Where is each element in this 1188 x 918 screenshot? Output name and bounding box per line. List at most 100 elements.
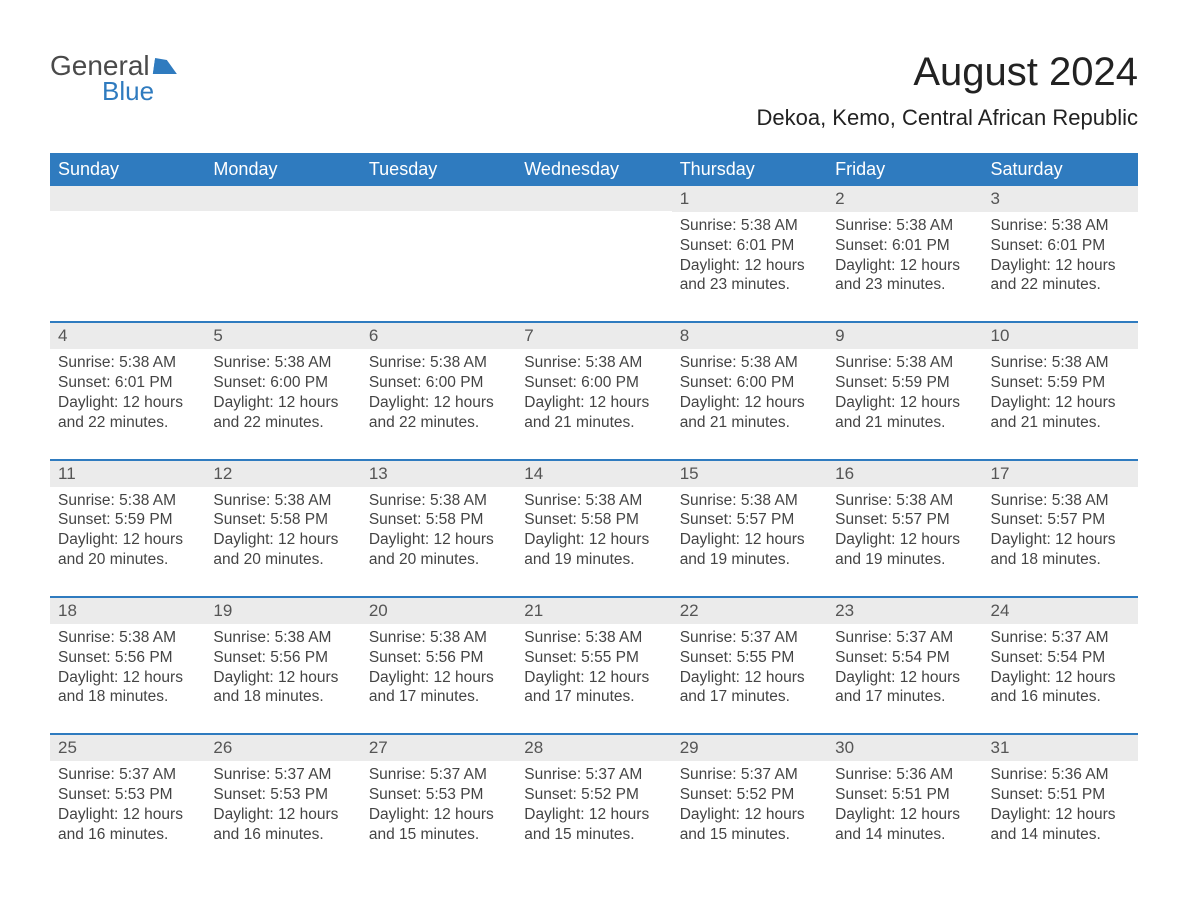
daylight-label: Daylight: xyxy=(524,394,589,411)
sunset-value: 5:59 PM xyxy=(115,511,173,528)
daylight-label: Daylight: xyxy=(680,394,745,411)
day-details: Sunrise: 5:37 AMSunset: 5:54 PMDaylight:… xyxy=(827,624,982,733)
day-details: Sunrise: 5:38 AM Sunset: 6:00 PMDaylight:… xyxy=(361,349,516,458)
daylight-line: Daylight: 12 hours and 19 minutes. xyxy=(524,530,663,570)
daylight-line: Daylight: 12 hours and 17 minutes. xyxy=(835,668,974,708)
sunrise-value: 5:38 AM xyxy=(896,492,953,509)
day-number: 24 xyxy=(983,598,1138,624)
location-subtitle: Dekoa, Kemo, Central African Republic xyxy=(756,105,1138,131)
day-details: Sunrise: 5:38 AMSunset: 5:56 PMDaylight:… xyxy=(361,624,516,733)
sunset-line: Sunset: 5:57 PM xyxy=(680,510,819,530)
daylight-label: Daylight: xyxy=(680,806,745,823)
calendar-day-cell: 31Sunrise: 5:36 AMSunset: 5:51 PMDayligh… xyxy=(983,734,1138,870)
sunset-value: 6:00 PM xyxy=(737,374,795,391)
daylight-line: Daylight: 12 hours and 16 minutes. xyxy=(58,805,197,845)
calendar-day-cell: 21Sunrise: 5:38 AMSunset: 5:55 PMDayligh… xyxy=(516,597,671,734)
daylight-line: Daylight: 12 hours and 16 minutes. xyxy=(213,805,352,845)
sunset-value: 5:51 PM xyxy=(892,786,950,803)
daylight-label: Daylight: xyxy=(58,669,123,686)
daylight-label: Daylight: xyxy=(58,531,123,548)
calendar-day-cell: 28Sunrise: 5:37 AMSunset: 5:52 PMDayligh… xyxy=(516,734,671,870)
daylight-line: Daylight: 12 hours and 20 minutes. xyxy=(369,530,508,570)
sunrise-label: Sunrise: xyxy=(680,492,741,509)
sunrise-label: Sunrise: xyxy=(58,629,119,646)
sunset-label: Sunset: xyxy=(991,786,1048,803)
day-number: 18 xyxy=(50,598,205,624)
day-details: Sunrise: 5:37 AMSunset: 5:52 PMDaylight:… xyxy=(672,761,827,870)
sunset-label: Sunset: xyxy=(991,511,1048,528)
sunset-value: 5:58 PM xyxy=(581,511,639,528)
day-details: Sunrise: 5:37 AMSunset: 5:55 PMDaylight:… xyxy=(672,624,827,733)
day-details: Sunrise: 5:38 AMSunset: 5:56 PMDaylight:… xyxy=(50,624,205,733)
sunset-line: Sunset: 5:57 PM xyxy=(991,510,1130,530)
sunrise-label: Sunrise: xyxy=(58,766,119,783)
sunset-line: Sunset: 5:54 PM xyxy=(835,648,974,668)
sunset-line: Sunset: 5:58 PM xyxy=(369,510,508,530)
sunrise-label: Sunrise: xyxy=(369,354,430,371)
sunrise-line: Sunrise: 5:38 AM xyxy=(369,628,508,648)
sunrise-line: Sunrise: 5:38 AM xyxy=(58,628,197,648)
calendar-body: 1Sunrise: 5:38 AMSunset: 6:01 PMDaylight… xyxy=(50,186,1138,871)
day-details: Sunrise: 5:38 AMSunset: 6:01 PMDaylight:… xyxy=(827,212,982,321)
daylight-line: Daylight: 12 hours and 19 minutes. xyxy=(680,530,819,570)
sunset-label: Sunset: xyxy=(524,649,581,666)
daylight-label: Daylight: xyxy=(680,257,745,274)
day-number: 20 xyxy=(361,598,516,624)
sunrise-value: 5:38 AM xyxy=(430,629,487,646)
daylight-label: Daylight: xyxy=(213,806,278,823)
day-number: 28 xyxy=(516,735,671,761)
weekday-header: Sunday xyxy=(50,153,205,186)
calendar-day-cell: 1Sunrise: 5:38 AMSunset: 6:01 PMDaylight… xyxy=(672,186,827,322)
sunset-line: Sunset: 5:55 PM xyxy=(680,648,819,668)
day-details: Sunrise: 5:37 AMSunset: 5:53 PMDaylight:… xyxy=(205,761,360,870)
daylight-label: Daylight: xyxy=(991,531,1056,548)
sunrise-label: Sunrise: xyxy=(991,354,1052,371)
day-body-empty xyxy=(50,211,205,301)
sunset-line: Sunset: 5:59 PM xyxy=(835,373,974,393)
sunset-value: 5:55 PM xyxy=(737,649,795,666)
calendar-day-cell xyxy=(50,186,205,322)
day-details: Sunrise: 5:38 AMSunset: 5:58 PMDaylight:… xyxy=(205,487,360,596)
calendar-day-cell: 14Sunrise: 5:38 AMSunset: 5:58 PMDayligh… xyxy=(516,460,671,597)
daylight-line: Daylight: 12 hours and 18 minutes. xyxy=(58,668,197,708)
day-details: Sunrise: 5:38 AMSunset: 5:59 PMDaylight:… xyxy=(50,487,205,596)
day-number: 19 xyxy=(205,598,360,624)
sunset-line: Sunset: 6:01 PM xyxy=(835,236,974,256)
day-number: 9 xyxy=(827,323,982,349)
sunrise-label: Sunrise: xyxy=(213,766,274,783)
daylight-label: Daylight: xyxy=(58,394,123,411)
sunrise-value: 5:38 AM xyxy=(430,354,487,371)
daylight-line: Daylight: 12 hours and 20 minutes. xyxy=(213,530,352,570)
sunrise-line: Sunrise: 5:36 AM xyxy=(991,765,1130,785)
sunset-line: Sunset: 6:01 PM xyxy=(58,373,197,393)
sunset-line: Sunset: 6:00 PM xyxy=(369,373,508,393)
calendar-day-cell: 15Sunrise: 5:38 AMSunset: 5:57 PMDayligh… xyxy=(672,460,827,597)
day-details: Sunrise: 5:38 AMSunset: 6:01 PMDaylight:… xyxy=(50,349,205,458)
sunset-value: 5:56 PM xyxy=(270,649,328,666)
day-details: Sunrise: 5:38 AMSunset: 6:01 PMDaylight:… xyxy=(672,212,827,321)
sunrise-line: Sunrise: 5:38 AM xyxy=(835,353,974,373)
sunset-value: 5:57 PM xyxy=(1047,511,1105,528)
sunset-label: Sunset: xyxy=(213,649,270,666)
day-number: 7 xyxy=(516,323,671,349)
sunrise-label: Sunrise: xyxy=(524,492,585,509)
daylight-line: Daylight: 12 hours and 19 minutes. xyxy=(835,530,974,570)
calendar-day-cell: 16Sunrise: 5:38 AMSunset: 5:57 PMDayligh… xyxy=(827,460,982,597)
sunset-label: Sunset: xyxy=(369,374,426,391)
sunset-value: 6:01 PM xyxy=(1047,237,1105,254)
day-number: 2 xyxy=(827,186,982,212)
day-details: Sunrise: 5:37 AMSunset: 5:53 PMDaylight:… xyxy=(50,761,205,870)
day-number: 14 xyxy=(516,461,671,487)
sunrise-line: Sunrise: 5:38 AM xyxy=(680,216,819,236)
sunset-label: Sunset: xyxy=(680,237,737,254)
daylight-line: Daylight: 12 hours and 22 minutes. xyxy=(369,393,508,433)
calendar-day-cell: 18Sunrise: 5:38 AMSunset: 5:56 PMDayligh… xyxy=(50,597,205,734)
daylight-label: Daylight: xyxy=(835,394,900,411)
sunset-label: Sunset: xyxy=(991,374,1048,391)
sunset-line: Sunset: 5:54 PM xyxy=(991,648,1130,668)
sunset-line: Sunset: 5:56 PM xyxy=(213,648,352,668)
day-body-empty xyxy=(516,211,671,301)
sunrise-label: Sunrise: xyxy=(835,492,896,509)
sunrise-label: Sunrise: xyxy=(369,766,430,783)
sunset-label: Sunset: xyxy=(991,649,1048,666)
